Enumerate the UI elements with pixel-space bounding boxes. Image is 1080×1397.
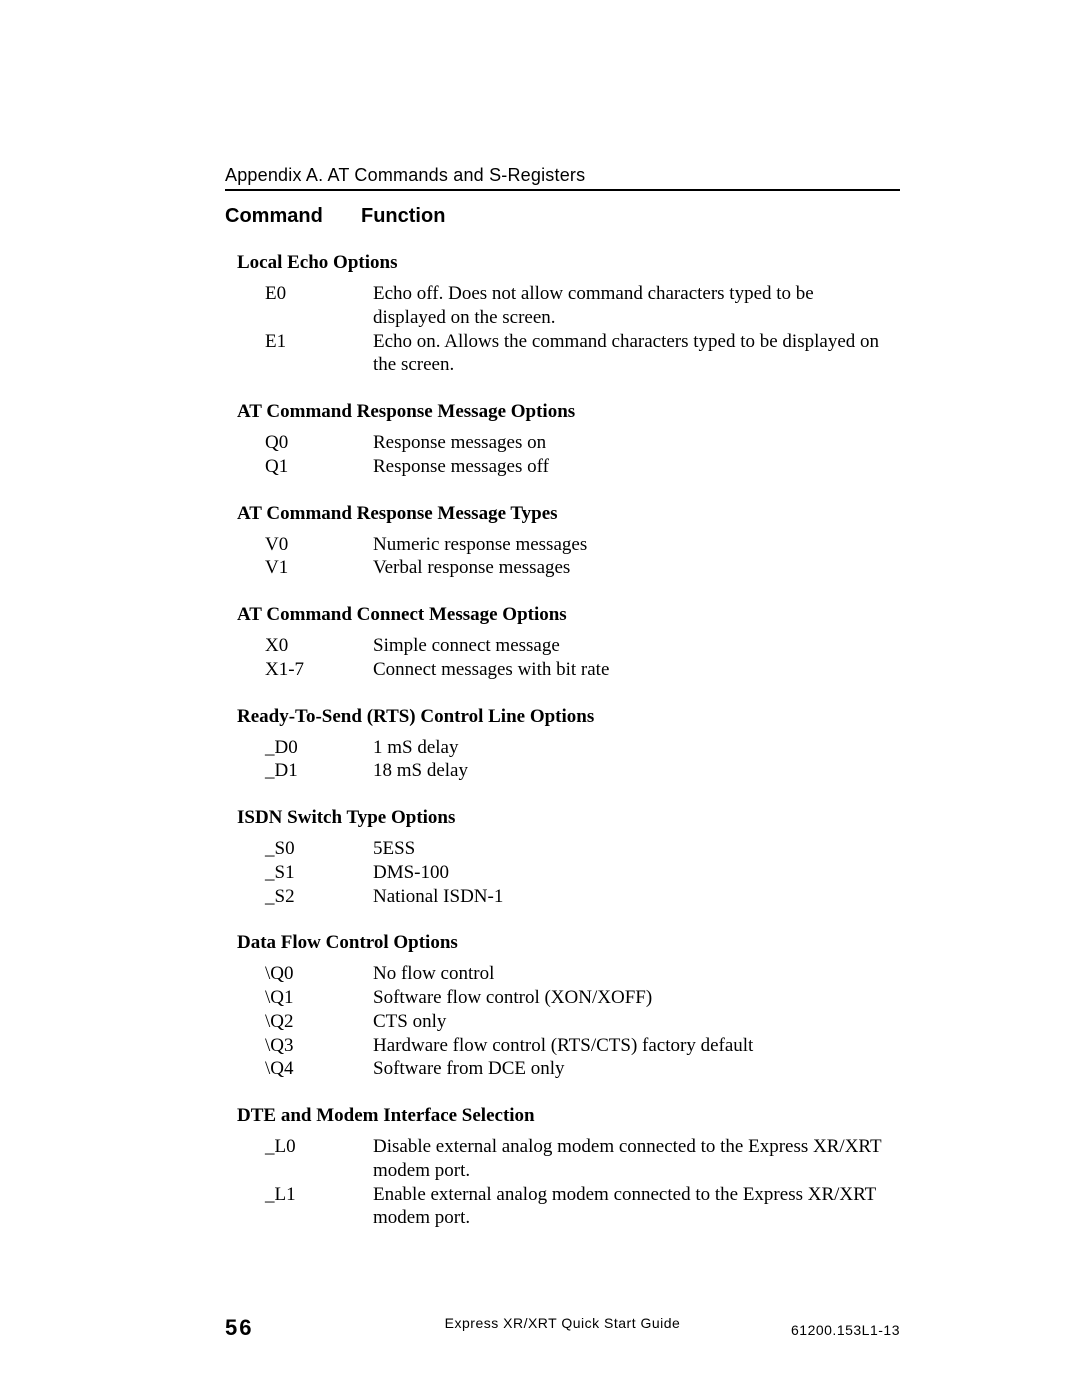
function-cell: CTS only bbox=[373, 1010, 900, 1034]
table-row: \Q2CTS only bbox=[265, 1010, 900, 1034]
function-cell: Echo on. Allows the command characters t… bbox=[373, 330, 900, 378]
command-cell: _D0 bbox=[265, 736, 373, 760]
command-cell: V0 bbox=[265, 533, 373, 557]
function-cell: Response messages on bbox=[373, 431, 900, 455]
command-cell: _S2 bbox=[265, 885, 373, 909]
table-row: _L1Enable external analog modem connecte… bbox=[265, 1183, 900, 1231]
command-cell: X1-7 bbox=[265, 658, 373, 682]
table-row: \Q3Hardware flow control (RTS/CTS) facto… bbox=[265, 1034, 900, 1058]
table-row: _S2National ISDN-1 bbox=[265, 885, 900, 909]
function-cell: DMS-100 bbox=[373, 861, 900, 885]
table-row: _S1DMS-100 bbox=[265, 861, 900, 885]
command-cell: X0 bbox=[265, 634, 373, 658]
function-cell: 5ESS bbox=[373, 837, 900, 861]
column-header-function: Function bbox=[361, 205, 445, 228]
table-row: _D118 mS delay bbox=[265, 759, 900, 783]
table-row: \Q1Software flow control (XON/XOFF) bbox=[265, 986, 900, 1010]
section-title: Ready-To-Send (RTS) Control Line Options bbox=[237, 706, 900, 728]
function-cell: 1 mS delay bbox=[373, 736, 900, 760]
table-row: _S05ESS bbox=[265, 837, 900, 861]
appendix-title: Appendix A. AT Commands and S-Registers bbox=[225, 165, 900, 186]
header-rule bbox=[225, 189, 900, 191]
section-title: ISDN Switch Type Options bbox=[237, 807, 900, 829]
function-cell: 18 mS delay bbox=[373, 759, 900, 783]
table-row: \Q0No flow control bbox=[265, 962, 900, 986]
command-cell: E0 bbox=[265, 282, 373, 330]
function-cell: Disable external analog modem connected … bbox=[373, 1135, 900, 1183]
table-row: Q1Response messages off bbox=[265, 455, 900, 479]
table-row: V1Verbal response messages bbox=[265, 556, 900, 580]
function-cell: Connect messages with bit rate bbox=[373, 658, 900, 682]
command-cell: \Q4 bbox=[265, 1057, 373, 1081]
command-cell: _S0 bbox=[265, 837, 373, 861]
command-cell: _L1 bbox=[265, 1183, 373, 1231]
table-row: E0Echo off. Does not allow command chara… bbox=[265, 282, 900, 330]
section-title: AT Command Connect Message Options bbox=[237, 604, 900, 626]
function-cell: Numeric response messages bbox=[373, 533, 900, 557]
command-cell: V1 bbox=[265, 556, 373, 580]
table-row: V0Numeric response messages bbox=[265, 533, 900, 557]
table-row: _L0Disable external analog modem connect… bbox=[265, 1135, 900, 1183]
command-cell: _L0 bbox=[265, 1135, 373, 1183]
command-cell: \Q1 bbox=[265, 986, 373, 1010]
footer-title: Express XR/XRT Quick Start Guide bbox=[445, 1315, 681, 1331]
function-cell: Verbal response messages bbox=[373, 556, 900, 580]
table-row: Q0Response messages on bbox=[265, 431, 900, 455]
function-cell: No flow control bbox=[373, 962, 900, 986]
page-number: 56 bbox=[225, 1315, 253, 1341]
table-row: X0Simple connect message bbox=[265, 634, 900, 658]
function-cell: Software flow control (XON/XOFF) bbox=[373, 986, 900, 1010]
section-title: AT Command Response Message Options bbox=[237, 401, 900, 423]
command-cell: Q0 bbox=[265, 431, 373, 455]
section-title: DTE and Modem Interface Selection bbox=[237, 1105, 900, 1127]
section-title: AT Command Response Message Types bbox=[237, 503, 900, 525]
function-cell: Response messages off bbox=[373, 455, 900, 479]
page: Appendix A. AT Commands and S-Registers … bbox=[0, 0, 1080, 1397]
function-cell: Echo off. Does not allow command charact… bbox=[373, 282, 900, 330]
column-header-command: Command bbox=[225, 205, 361, 228]
command-cell: _S1 bbox=[265, 861, 373, 885]
page-footer: 56 Express XR/XRT Quick Start Guide 6120… bbox=[225, 1315, 900, 1341]
table-row: E1Echo on. Allows the command characters… bbox=[265, 330, 900, 378]
sections-container: Local Echo Options E0Echo off. Does not a… bbox=[225, 252, 900, 1240]
command-cell: \Q2 bbox=[265, 1010, 373, 1034]
command-cell: Q1 bbox=[265, 455, 373, 479]
section-title: Local Echo Options bbox=[237, 252, 900, 274]
command-cell: \Q0 bbox=[265, 962, 373, 986]
column-headers: Command Function bbox=[225, 205, 900, 228]
command-cell: \Q3 bbox=[265, 1034, 373, 1058]
function-cell: Enable external analog modem connected t… bbox=[373, 1183, 900, 1231]
function-cell: Software from DCE only bbox=[373, 1057, 900, 1081]
command-cell: _D1 bbox=[265, 759, 373, 783]
function-cell: Hardware flow control (RTS/CTS) factory … bbox=[373, 1034, 900, 1058]
section-title: Data Flow Control Options bbox=[237, 932, 900, 954]
table-row: X1-7Connect messages with bit rate bbox=[265, 658, 900, 682]
command-cell: E1 bbox=[265, 330, 373, 378]
function-cell: Simple connect message bbox=[373, 634, 900, 658]
footer-doc-id: 61200.153L1-13 bbox=[791, 1322, 900, 1338]
function-cell: National ISDN-1 bbox=[373, 885, 900, 909]
table-row: _D01 mS delay bbox=[265, 736, 900, 760]
table-row: \Q4Software from DCE only bbox=[265, 1057, 900, 1081]
